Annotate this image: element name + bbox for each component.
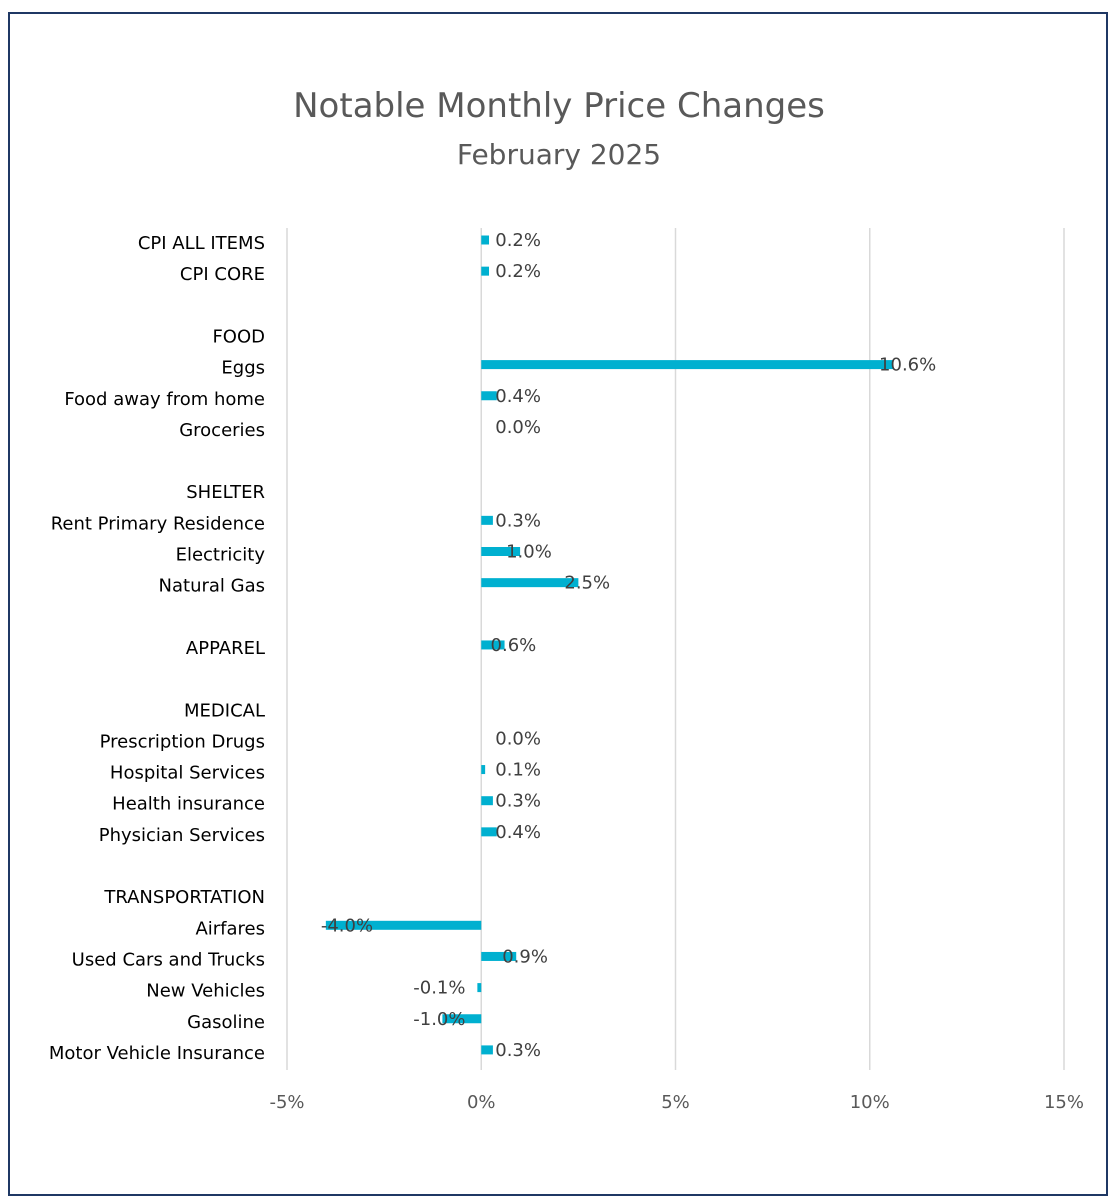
category-label: SHELTER bbox=[186, 482, 265, 503]
bar bbox=[481, 765, 486, 775]
bar bbox=[481, 391, 497, 401]
chart-title: Notable Monthly Price Changes bbox=[293, 86, 825, 126]
chart-frame bbox=[8, 12, 1108, 1196]
category-label: Groceries bbox=[179, 420, 265, 441]
category-label: Food away from home bbox=[64, 389, 265, 410]
data-label: 0.3% bbox=[495, 1040, 541, 1061]
category-label: FOOD bbox=[212, 326, 265, 347]
category-label: Natural Gas bbox=[159, 576, 265, 597]
data-label: 0.3% bbox=[495, 510, 541, 531]
bar bbox=[325, 920, 482, 930]
category-label: Prescription Drugs bbox=[100, 731, 265, 752]
data-label: 0.2% bbox=[495, 261, 541, 282]
category-label: CPI ALL ITEMS bbox=[138, 233, 265, 254]
category-label: Hospital Services bbox=[110, 763, 265, 784]
x-tick-label: 10% bbox=[850, 1092, 890, 1113]
category-label: APPAREL bbox=[186, 638, 265, 659]
category-label: Eggs bbox=[221, 358, 265, 379]
data-label: 0.2% bbox=[495, 230, 541, 251]
data-label: 0.3% bbox=[495, 791, 541, 812]
x-tick-label: -5% bbox=[269, 1092, 304, 1113]
data-label: 0.6% bbox=[491, 635, 537, 656]
bar bbox=[442, 1014, 482, 1024]
bar bbox=[481, 235, 490, 245]
chart-subtitle: February 2025 bbox=[456, 138, 662, 171]
bar bbox=[481, 796, 493, 806]
bar bbox=[481, 515, 493, 525]
category-label: Health insurance bbox=[112, 794, 265, 815]
bar bbox=[481, 640, 505, 650]
category-label: Rent Primary Residence bbox=[51, 513, 265, 534]
data-label: -0.1% bbox=[413, 978, 465, 999]
category-label: Motor Vehicle Insurance bbox=[49, 1043, 265, 1064]
category-label: Gasoline bbox=[187, 1012, 265, 1033]
category-label: TRANSPORTATION bbox=[103, 887, 265, 908]
data-label: 2.5% bbox=[564, 573, 610, 594]
x-tick-label: 5% bbox=[661, 1092, 690, 1113]
data-label: 1.0% bbox=[506, 542, 552, 563]
data-label: -4.0% bbox=[321, 915, 373, 936]
bar bbox=[481, 360, 894, 370]
data-label: 10.6% bbox=[879, 355, 936, 376]
x-tick-label: 0% bbox=[467, 1092, 496, 1113]
data-label: 0.0% bbox=[495, 728, 541, 749]
bar bbox=[481, 827, 497, 837]
category-label: Used Cars and Trucks bbox=[72, 949, 265, 970]
bar bbox=[481, 951, 517, 961]
bar bbox=[481, 266, 490, 276]
bar bbox=[481, 578, 579, 588]
category-label: CPI CORE bbox=[180, 264, 265, 285]
category-label: MEDICAL bbox=[184, 700, 265, 721]
bar bbox=[477, 983, 482, 993]
data-label: 0.0% bbox=[495, 417, 541, 438]
bar bbox=[481, 1045, 493, 1055]
category-label: Physician Services bbox=[99, 825, 265, 846]
data-label: -1.0% bbox=[413, 1009, 465, 1030]
data-label: 0.1% bbox=[495, 760, 541, 781]
data-label: 0.4% bbox=[495, 386, 541, 407]
bar bbox=[481, 547, 521, 556]
data-label: 0.4% bbox=[495, 822, 541, 843]
category-label: Airfares bbox=[195, 918, 265, 939]
data-label: 0.9% bbox=[502, 946, 548, 967]
category-label: New Vehicles bbox=[146, 981, 265, 1002]
x-tick-label: 15% bbox=[1044, 1092, 1084, 1113]
category-label: Electricity bbox=[176, 545, 266, 566]
